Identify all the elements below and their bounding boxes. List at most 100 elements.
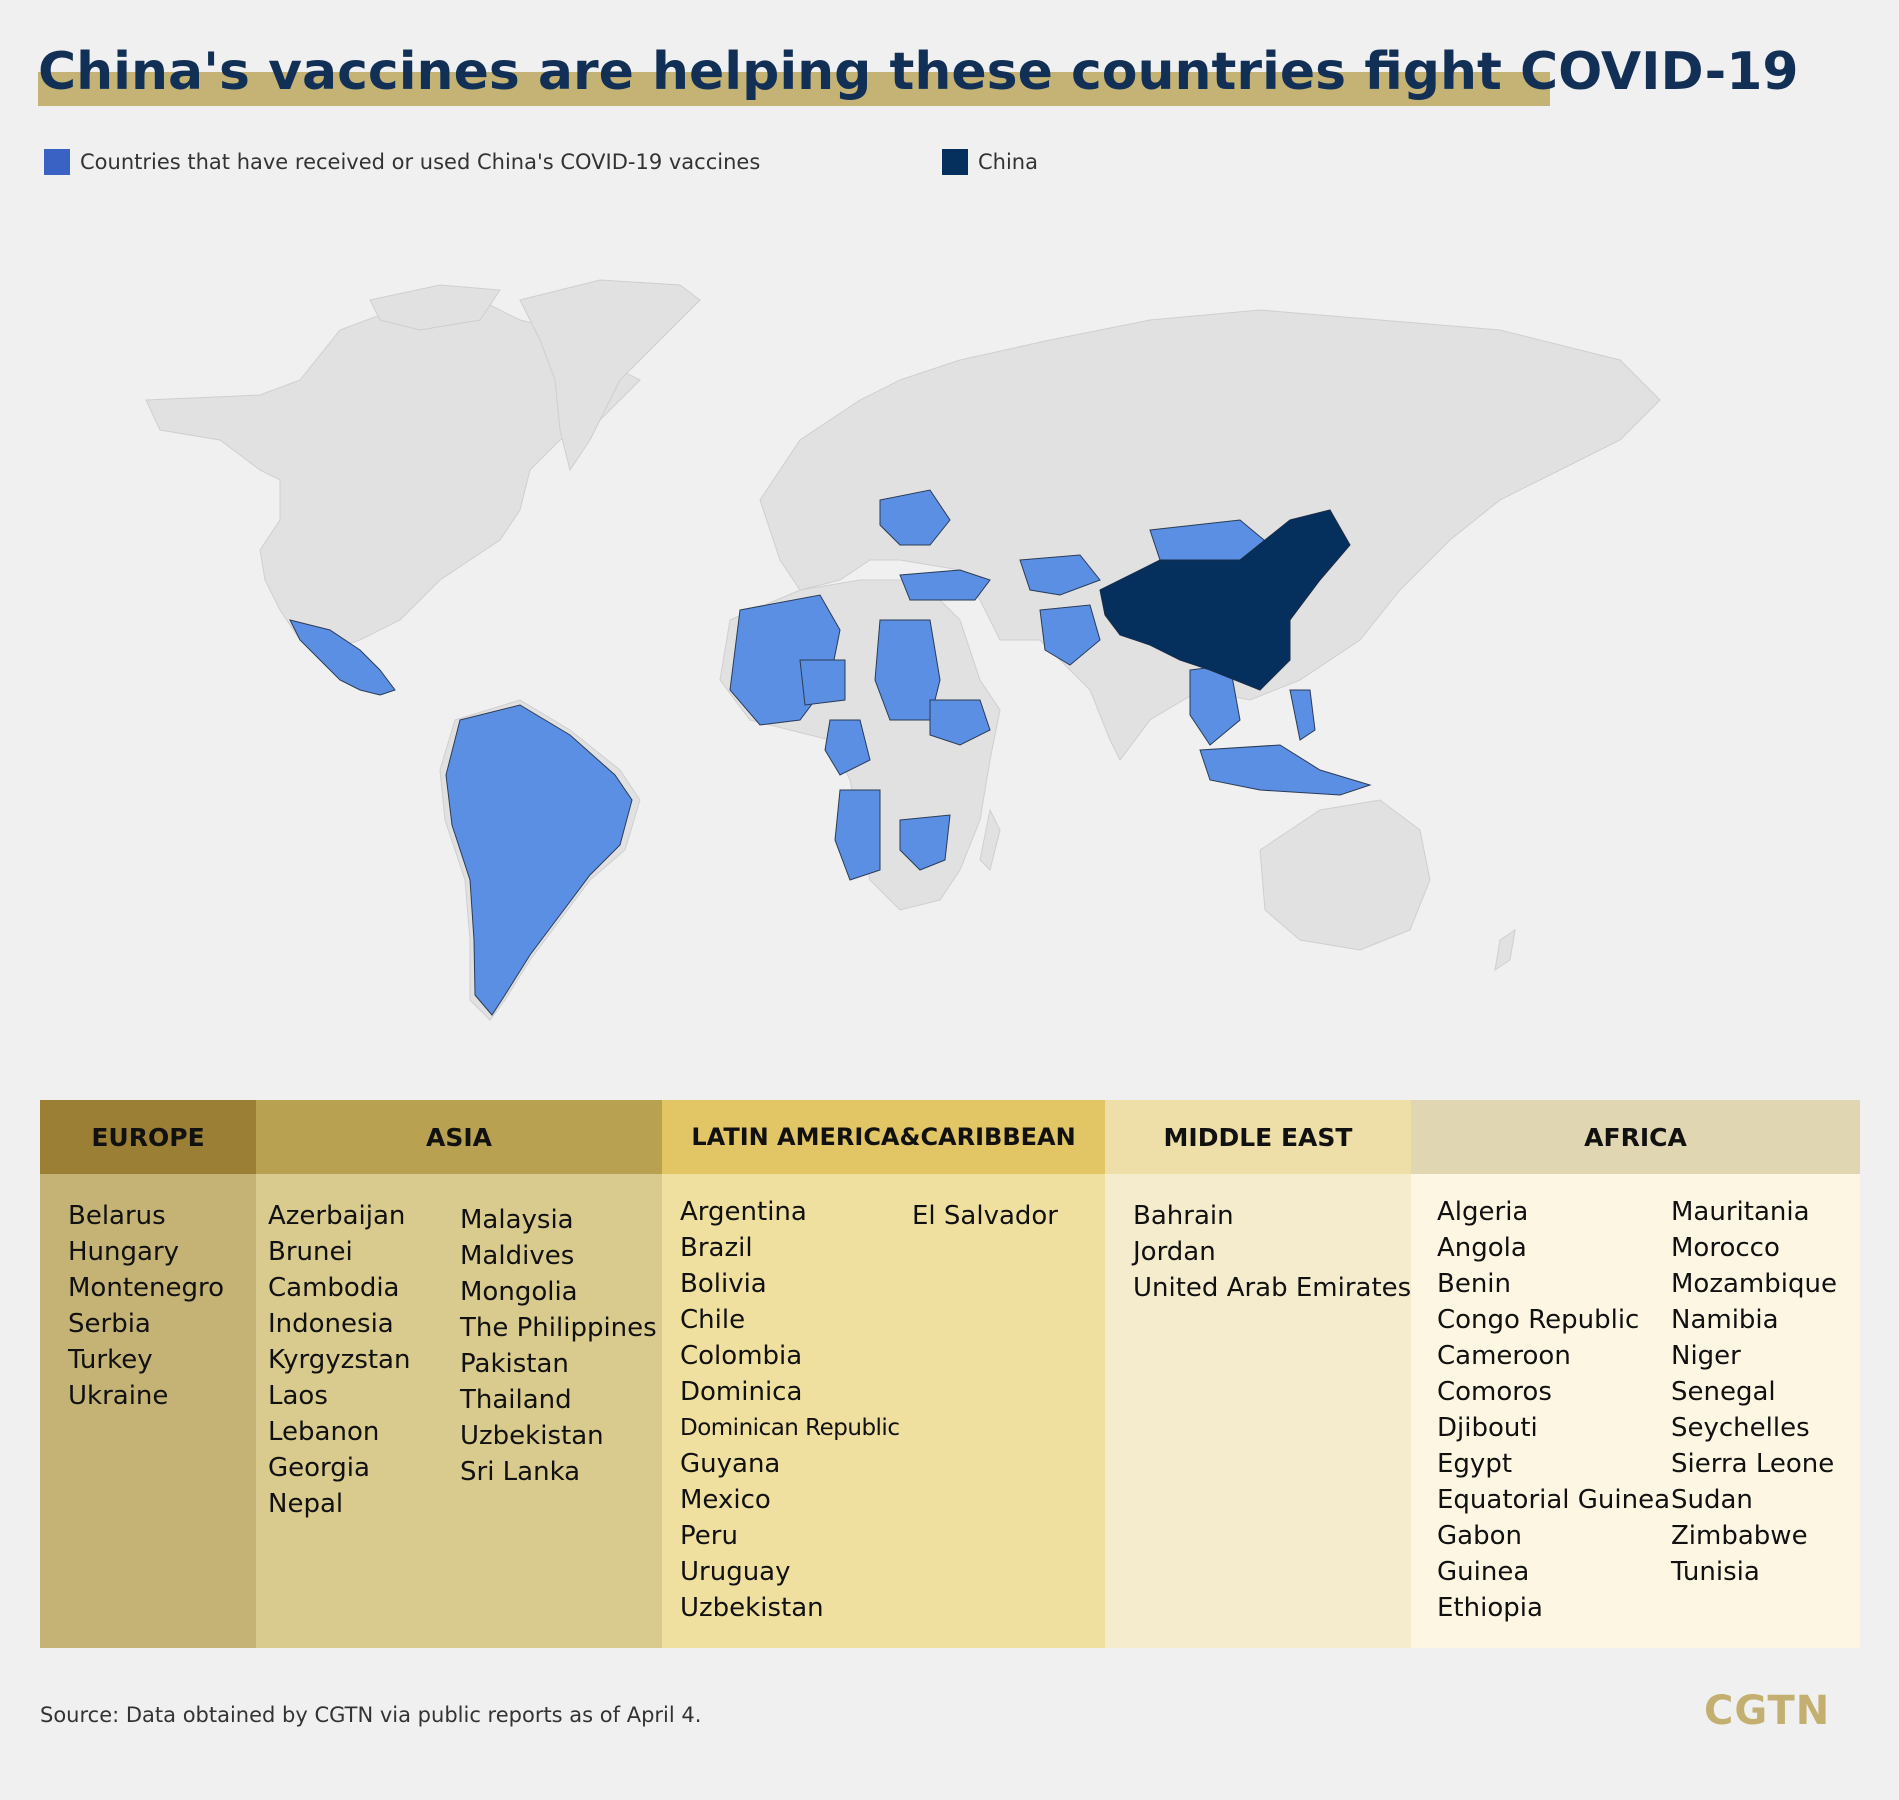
map-madagascar	[979, 808, 1001, 871]
map-angola-namibia	[834, 789, 881, 881]
country-item: Sudan	[1671, 1485, 1753, 1515]
country-item: Uzbekistan	[680, 1593, 824, 1623]
region-europe-header: EUROPE	[40, 1100, 256, 1174]
map-china	[1099, 509, 1351, 691]
country-item: Kyrgyzstan	[268, 1345, 411, 1375]
region-latam-list-1: Argentina Brazil Bolivia Chile Colombia …	[680, 1194, 900, 1626]
country-item: Niger	[1671, 1341, 1741, 1371]
map-central-africa	[824, 719, 871, 776]
country-item: Gabon	[1437, 1521, 1522, 1551]
country-item: Djibouti	[1437, 1413, 1538, 1443]
country-item: Mexico	[680, 1485, 771, 1515]
region-africa-list-2: Mauritania Morocco Mozambique Namibia Ni…	[1671, 1194, 1837, 1590]
map-greenland	[519, 279, 701, 472]
country-item: Benin	[1437, 1269, 1512, 1299]
country-item: Georgia	[268, 1453, 370, 1483]
map-south-america-recipients	[445, 704, 633, 1016]
region-asia-header: ASIA	[256, 1100, 662, 1174]
map-pakistan	[1039, 604, 1101, 666]
region-latam: LATIN AMERICA&CARIBBEAN Argentina Brazil…	[662, 1100, 1105, 1648]
map-indonesia-malaysia	[1199, 744, 1372, 796]
cgtn-logo: CGTN	[1704, 1688, 1831, 1734]
region-africa-list-1: Algeria Angola Benin Congo Republic Came…	[1437, 1194, 1670, 1626]
country-item: Dominican Republic	[680, 1415, 900, 1441]
region-middle-east-list: Bahrain Jordan United Arab Emirates	[1133, 1198, 1411, 1306]
country-item: Ethiopia	[1437, 1593, 1543, 1623]
country-item: Cambodia	[268, 1273, 400, 1303]
map-central-asia	[1019, 554, 1101, 596]
region-latam-list-2: El Salvador	[912, 1198, 1058, 1234]
region-africa-body: Algeria Angola Benin Congo Republic Came…	[1411, 1174, 1860, 1648]
country-item: Thailand	[460, 1385, 572, 1415]
country-item: Serbia	[68, 1309, 151, 1339]
country-item: Colombia	[680, 1341, 803, 1371]
country-item: Mongolia	[460, 1277, 578, 1307]
country-item: Jordan	[1133, 1237, 1216, 1267]
country-item: Seychelles	[1671, 1413, 1810, 1443]
map-australia	[1259, 799, 1431, 951]
country-item: Comoros	[1437, 1377, 1552, 1407]
region-europe: EUROPE Belarus Hungary Montenegro Serbia…	[40, 1100, 256, 1648]
title-underline	[38, 72, 1550, 106]
country-item: Sri Lanka	[460, 1457, 581, 1487]
country-item: Mozambique	[1671, 1269, 1837, 1299]
country-item: Dominica	[680, 1377, 803, 1407]
region-table: EUROPE Belarus Hungary Montenegro Serbia…	[40, 1100, 1860, 1648]
legend-received: Countries that have received or used Chi…	[44, 148, 760, 176]
country-item: Namibia	[1671, 1305, 1779, 1335]
country-item: Angola	[1437, 1233, 1527, 1263]
source-note: Source: Data obtained by CGTN via public…	[40, 1703, 702, 1727]
legend-china: China	[942, 148, 1038, 176]
region-asia: ASIA Azerbaijan Brunei Cambodia Indonesi…	[256, 1100, 662, 1648]
country-item: Azerbaijan	[268, 1201, 406, 1231]
map-ukraine-belarus	[879, 489, 951, 546]
country-item: The Philippines	[460, 1313, 657, 1343]
country-item: El Salvador	[912, 1201, 1058, 1231]
title-block: China's vaccines are helping these count…	[38, 42, 1799, 110]
country-item: Egypt	[1437, 1449, 1513, 1479]
country-item: Sierra Leone	[1671, 1449, 1835, 1479]
country-item: Pakistan	[460, 1349, 569, 1379]
map-turkey	[899, 569, 991, 601]
map-mexico	[289, 619, 396, 696]
country-item: Mauritania	[1671, 1197, 1810, 1227]
country-item: Uruguay	[680, 1557, 791, 1587]
region-middle-east-header: MIDDLE EAST	[1105, 1100, 1411, 1174]
country-item: Algeria	[1437, 1197, 1529, 1227]
country-item: Maldives	[460, 1241, 575, 1271]
region-asia-list-1: Azerbaijan Brunei Cambodia Indonesia Kyr…	[268, 1198, 410, 1522]
country-item: Morocco	[1671, 1233, 1780, 1263]
country-item: Zimbabwe	[1671, 1521, 1808, 1551]
region-asia-body: Azerbaijan Brunei Cambodia Indonesia Kyr…	[256, 1174, 662, 1648]
country-item: Nepal	[268, 1489, 344, 1519]
country-item: Lebanon	[268, 1417, 380, 1447]
country-item: Guinea	[1437, 1557, 1530, 1587]
region-africa: AFRICA Algeria Angola Benin Congo Republ…	[1411, 1100, 1860, 1648]
country-item: Tunisia	[1671, 1557, 1760, 1587]
region-africa-header: AFRICA	[1411, 1100, 1860, 1174]
region-asia-list-2: Malaysia Maldives Mongolia The Philippin…	[460, 1202, 657, 1490]
country-item: Malaysia	[460, 1205, 574, 1235]
country-item: Senegal	[1671, 1377, 1776, 1407]
world-map	[145, 279, 1661, 1021]
country-item: Guyana	[680, 1449, 781, 1479]
page-title: China's vaccines are helping these count…	[38, 42, 1799, 102]
country-item: Uzbekistan	[460, 1421, 604, 1451]
country-item: Congo Republic	[1437, 1305, 1640, 1335]
country-item: Montenegro	[68, 1273, 225, 1303]
country-item: Brunei	[268, 1237, 353, 1267]
legend-china-label: China	[978, 150, 1038, 174]
country-item: Laos	[268, 1381, 328, 1411]
country-item: Peru	[680, 1521, 738, 1551]
country-item: Belarus	[68, 1201, 166, 1231]
legend-received-swatch	[44, 149, 70, 175]
map-mozambique-zimbabwe	[899, 814, 951, 871]
country-item: Indonesia	[268, 1309, 394, 1339]
legend-china-swatch	[942, 149, 968, 175]
country-item: Bolivia	[680, 1269, 767, 1299]
region-latam-body: Argentina Brazil Bolivia Chile Colombia …	[662, 1174, 1105, 1648]
country-item: Argentina	[680, 1197, 807, 1227]
region-middle-east: MIDDLE EAST Bahrain Jordan United Arab E…	[1105, 1100, 1411, 1648]
map-arctic-islands	[369, 284, 501, 331]
country-item: United Arab Emirates	[1133, 1273, 1412, 1303]
